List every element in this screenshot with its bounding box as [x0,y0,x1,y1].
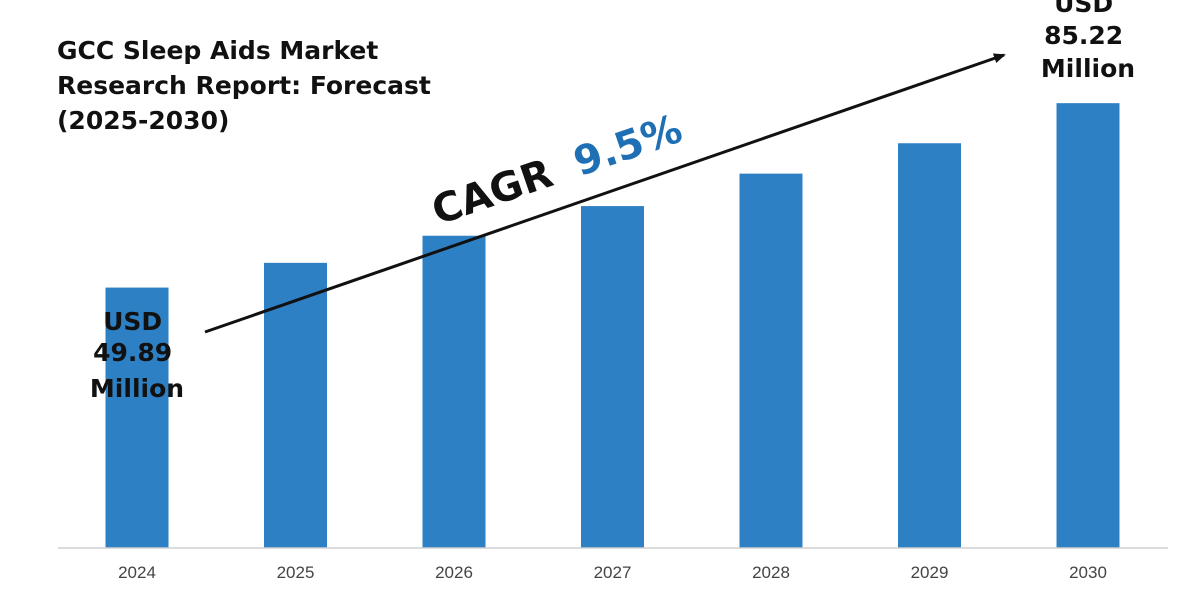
bar-2029 [898,143,961,548]
cagr-label: CAGR 9.5% [426,106,688,234]
value-label-end-line-1: USD [1054,0,1113,18]
bar-2026 [422,235,486,548]
x-tick-label-2029: 2029 [911,563,949,582]
bar-2028 [739,173,803,549]
value-label-end-line-2: 85.22 [1044,21,1123,50]
x-tick-label-2030: 2030 [1069,563,1107,582]
cagr-arrow [204,53,1006,334]
x-tick-label-2028: 2028 [752,563,790,582]
bar-2025 [264,262,327,548]
value-label-start: USD 49.89 Million [90,307,184,403]
bar-2024 [105,287,169,548]
value-label-end: USD 85.22 Million [1041,0,1135,83]
x-tick-label-2025: 2025 [277,563,315,582]
value-label-end-line-3: Million [1041,54,1135,83]
bar-series [105,103,1120,549]
x-tick-label-2026: 2026 [435,563,473,582]
chart-title-line-3: (2025-2030) [57,106,229,135]
value-label-start-line-2: 49.89 [93,338,172,367]
x-tick-label-2024: 2024 [118,563,156,582]
chart-title: GCC Sleep Aids Market Research Report: F… [57,36,440,135]
bar-2030 [1056,103,1120,548]
value-label-start-line-1: USD [103,307,162,336]
x-axis-tick-labels: 2024 2025 2026 2027 2028 2029 2030 [118,563,1107,582]
chart-title-line-2: Research Report: Forecast [57,71,431,100]
value-label-start-line-3: Million [90,374,184,403]
cagr-prefix: CAGR [426,151,558,235]
x-tick-label-2027: 2027 [594,563,632,582]
chart-title-line-1: GCC Sleep Aids Market [57,36,378,65]
bar-2027 [581,206,644,548]
cagr-value: 9.5% [568,106,688,186]
